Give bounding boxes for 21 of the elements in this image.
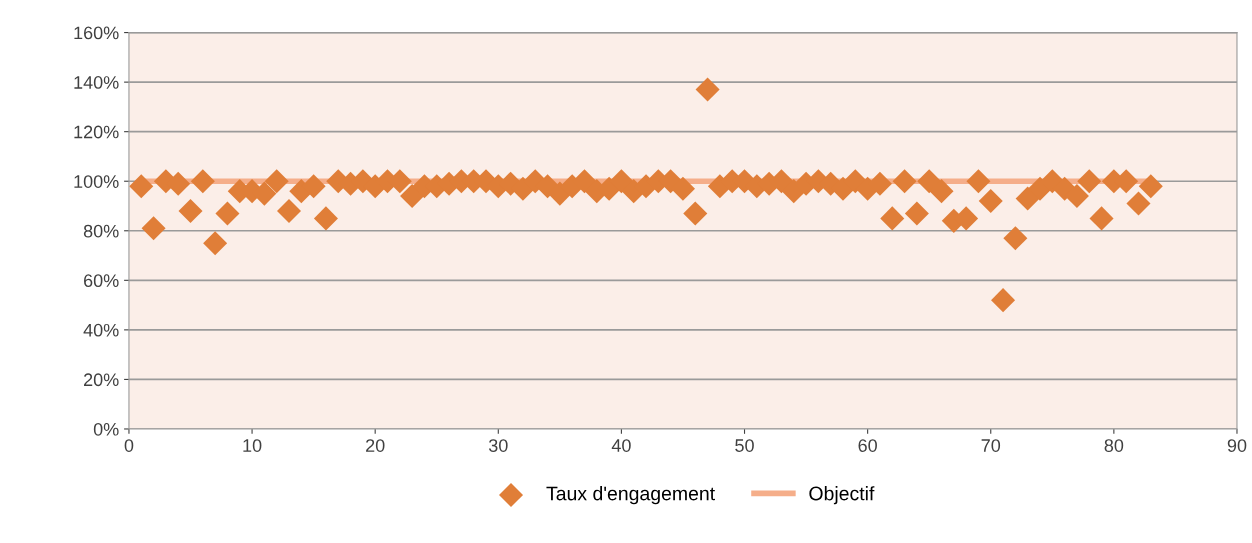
x-tick-label: 40 bbox=[611, 439, 631, 452]
y-tick-label: 100% bbox=[74, 175, 119, 188]
y-tick-label: 20% bbox=[84, 373, 119, 387]
y-tick-label: 160% bbox=[74, 26, 119, 40]
y-tick-label: 0% bbox=[93, 422, 119, 436]
x-tick-label: 90 bbox=[1227, 439, 1247, 452]
y-tick-label: 120% bbox=[74, 125, 119, 139]
y-tick-label: 80% bbox=[83, 224, 119, 238]
legend-label: Taux d'engagement bbox=[546, 486, 715, 505]
x-tick-label: 10 bbox=[243, 439, 262, 452]
x-tick-label: 60 bbox=[858, 439, 877, 452]
x-tick-label: 50 bbox=[735, 439, 754, 452]
y-tick-label: 140% bbox=[74, 76, 119, 89]
legend-label: Objectif bbox=[809, 486, 875, 505]
y-tick-label: 60% bbox=[84, 274, 119, 288]
x-tick-label: 80 bbox=[1104, 439, 1124, 452]
y-tick-label: 40% bbox=[83, 323, 119, 337]
x-tick-label: 70 bbox=[981, 439, 1001, 452]
x-tick-label: 20 bbox=[366, 439, 385, 452]
x-tick-label: 0 bbox=[124, 439, 134, 452]
x-tick-label: 30 bbox=[488, 439, 508, 452]
